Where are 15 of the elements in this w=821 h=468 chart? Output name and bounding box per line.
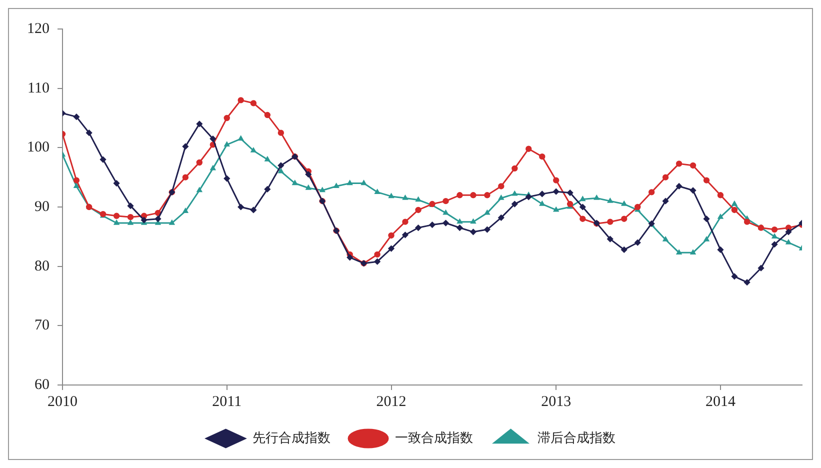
y-tick-label: 60 [34, 376, 50, 393]
legend-label: 滞后合成指数 [537, 430, 616, 446]
y-tick-label: 110 [28, 80, 50, 96]
x-tick-label: 2010 [48, 394, 78, 410]
legend-label: 一致合成指数 [394, 430, 473, 446]
x-tick-label: 2012 [376, 394, 406, 410]
x-tick-label: 2013 [541, 394, 572, 410]
legend-label: 先行合成指数 [252, 430, 330, 446]
y-tick-label: 120 [27, 20, 50, 37]
y-tick-label: 80 [34, 258, 50, 274]
y-tick-label: 100 [27, 140, 50, 156]
y-tick-label: 90 [34, 198, 50, 215]
x-tick-label: 2014 [705, 394, 736, 410]
x-tick-label: 2011 [212, 394, 242, 410]
y-tick-label: 70 [34, 318, 50, 334]
